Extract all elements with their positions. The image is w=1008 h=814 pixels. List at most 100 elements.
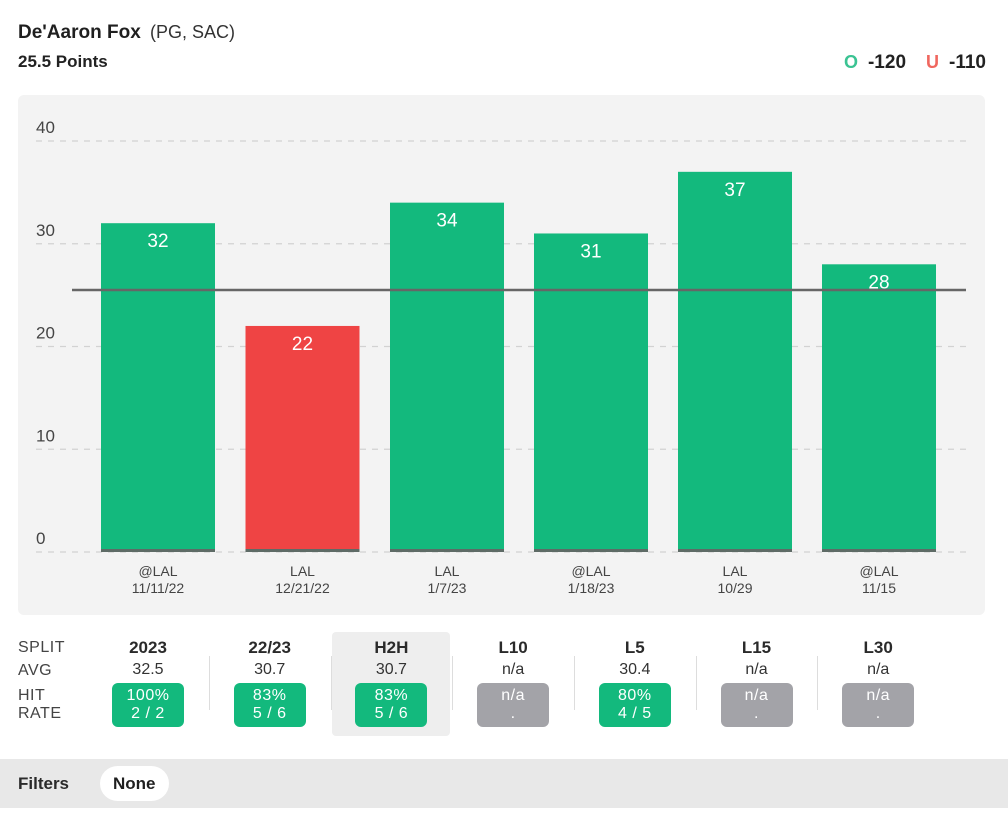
y-tick-label: 0: [36, 529, 45, 548]
bar-value-label: 22: [292, 334, 313, 355]
filters-value-pill[interactable]: None: [100, 766, 169, 801]
bar-value-label: 34: [436, 211, 458, 232]
hit-rate-percent: n/a: [866, 687, 891, 704]
split-row-label: SPLIT: [18, 639, 65, 656]
split-avg: 32.5: [132, 661, 164, 678]
split-name: L15: [741, 638, 772, 657]
player-position-team: (PG, SAC): [150, 22, 236, 42]
split-column-22-23[interactable]: 22/23 30.7 83% 5 / 6: [211, 632, 329, 736]
bar: [534, 233, 648, 552]
splits-table: SPLIT AVG HIT RATE 2023 32.5 100% 2 / 2 22/2…: [18, 632, 988, 740]
bar: [101, 223, 215, 552]
hit-rate-badge: n/a.: [720, 683, 793, 727]
under-odds[interactable]: U -110: [926, 52, 986, 74]
hit-rate-fraction: .: [875, 705, 881, 722]
hit-rate-label-line1: HIT: [18, 687, 46, 704]
split-divider: [695, 656, 697, 710]
bar: [390, 202, 504, 552]
split-name: L10: [498, 638, 528, 657]
bar-value-label: 31: [580, 241, 601, 262]
split-column-l5[interactable]: L5 30.4 80% 4 / 5: [576, 632, 694, 736]
bar-baseline: [245, 549, 360, 552]
over-odds-value: -120: [867, 52, 907, 73]
bar-baseline: [678, 549, 792, 552]
hit-rate-fraction: 4 / 5: [617, 705, 652, 722]
bar-value-label: 28: [868, 272, 889, 293]
y-tick-label: 40: [36, 118, 55, 137]
split-avg: 30.7: [375, 661, 407, 678]
hit-rate-percent: 83%: [252, 687, 287, 704]
split-avg: n/a: [867, 661, 890, 678]
bar-value-label: 32: [147, 231, 168, 252]
hit-rate-percent: 80%: [618, 687, 652, 704]
x-category-label: 11/15: [862, 580, 896, 596]
split-avg: n/a: [745, 661, 768, 678]
under-odds-value: -110: [949, 52, 986, 73]
x-category-label: LAL: [290, 563, 315, 579]
bar: [245, 325, 360, 552]
split-column-l10[interactable]: L10 n/a n/a.: [454, 632, 572, 736]
over-odds[interactable]: O -120: [844, 52, 906, 74]
split-name: L30: [863, 638, 893, 657]
x-category-label: LAL: [435, 563, 460, 579]
x-category-label: 12/21/22: [275, 580, 330, 596]
bar: [678, 171, 792, 552]
split-column-l30[interactable]: L30 n/a n/a.: [819, 632, 937, 736]
hit-rate-badge: 83% 5 / 6: [233, 683, 306, 727]
filters-label: Filters: [18, 774, 70, 793]
split-name: L5: [624, 638, 645, 657]
hit-rate-percent: n/a: [744, 687, 769, 704]
split-column-h2h[interactable]: H2H 30.7 83% 5 / 6: [332, 632, 451, 736]
split-divider: [573, 656, 575, 710]
x-category-label: @LAL: [571, 563, 610, 579]
x-category-label: @LAL: [859, 563, 898, 579]
hit-rate-badge: 100% 2 / 2: [112, 683, 184, 727]
y-tick-label: 20: [36, 324, 55, 343]
bar: [822, 264, 936, 552]
prop-line: 25.5 Points: [18, 52, 108, 71]
x-category-label: 1/7/23: [428, 580, 467, 596]
bar-baseline: [390, 549, 504, 552]
bar-baseline: [534, 549, 648, 552]
hit-rate-row-label: HIT RATE: [18, 687, 61, 723]
split-divider: [452, 656, 454, 710]
hit-rate-percent: n/a: [501, 687, 525, 704]
hit-rate-badge: 83% 5 / 6: [355, 683, 428, 727]
x-category-label: 10/29: [717, 580, 752, 596]
hit-rate-fraction: 2 / 2: [131, 705, 165, 722]
hit-rate-percent: 83%: [374, 687, 409, 704]
split-name: 2023: [129, 638, 167, 657]
x-category-label: 1/18/23: [568, 580, 615, 596]
split-column-l15[interactable]: L15 n/a n/a.: [698, 632, 816, 736]
split-avg: 30.4: [619, 661, 651, 678]
y-tick-label: 30: [36, 221, 55, 240]
split-name: H2H: [374, 638, 409, 657]
bar-value-label: 37: [724, 180, 745, 201]
split-column-2023[interactable]: 2023 32.5 100% 2 / 2: [89, 632, 207, 736]
hit-rate-fraction: .: [510, 705, 516, 722]
split-avg: 30.7: [254, 661, 286, 678]
bar-chart-panel: 0 10 20 30 40 32 @LAL 11/11/22 22 LAL 12/21/22 34 LA…: [18, 95, 985, 615]
x-category-label: LAL: [723, 563, 748, 579]
player-name: De'Aaron Fox: [18, 22, 141, 43]
over-tag: O: [843, 52, 858, 72]
x-category-label: 11/11/22: [132, 580, 185, 596]
bar-baseline: [822, 549, 936, 552]
hit-rate-label-line2: RATE: [18, 705, 62, 722]
hit-rate-badge: n/a.: [842, 683, 915, 727]
prop-header: De'Aaron Fox (PG, SAC) 25.5 Points O -120…: [18, 18, 986, 78]
avg-row-label: AVG: [18, 662, 53, 679]
hit-rate-badge: 80% 4 / 5: [598, 683, 671, 727]
hit-rate-fraction: .: [754, 705, 759, 722]
y-tick-label: 10: [36, 426, 55, 445]
bar-baseline: [101, 549, 215, 552]
hit-rate-fraction: 5 / 6: [252, 705, 287, 722]
hit-rate-badge: n/a.: [477, 683, 550, 727]
split-divider: [817, 656, 819, 710]
player-title: De'Aaron Fox (PG, SAC): [18, 22, 235, 44]
hit-rate-percent: 100%: [126, 687, 170, 704]
x-category-label: @LAL: [138, 563, 177, 579]
split-divider: [208, 656, 210, 710]
filters-bar: Filters None: [0, 759, 1008, 808]
split-name: 22/23: [248, 638, 291, 657]
